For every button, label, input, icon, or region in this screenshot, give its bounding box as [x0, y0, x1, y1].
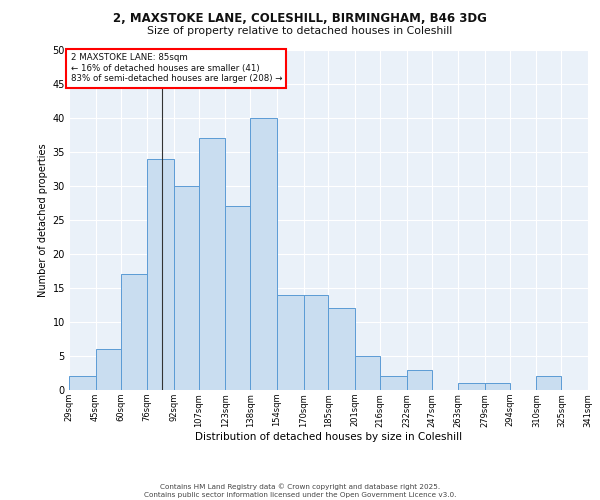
Text: Contains HM Land Registry data © Crown copyright and database right 2025.
Contai: Contains HM Land Registry data © Crown c… — [144, 484, 456, 498]
Bar — [199, 138, 226, 390]
Bar — [485, 383, 510, 390]
Bar — [380, 376, 407, 390]
Bar — [226, 206, 250, 390]
Bar — [588, 376, 600, 390]
Bar — [458, 383, 485, 390]
Bar — [147, 159, 174, 390]
Bar — [407, 370, 431, 390]
Bar — [355, 356, 380, 390]
Bar — [329, 308, 355, 390]
Bar — [121, 274, 147, 390]
Bar — [250, 118, 277, 390]
Bar — [174, 186, 199, 390]
Y-axis label: Number of detached properties: Number of detached properties — [38, 143, 48, 297]
Bar — [536, 376, 562, 390]
Bar — [95, 349, 121, 390]
Text: 2 MAXSTOKE LANE: 85sqm
← 16% of detached houses are smaller (41)
83% of semi-det: 2 MAXSTOKE LANE: 85sqm ← 16% of detached… — [71, 54, 282, 83]
Bar — [304, 295, 329, 390]
Text: 2, MAXSTOKE LANE, COLESHILL, BIRMINGHAM, B46 3DG: 2, MAXSTOKE LANE, COLESHILL, BIRMINGHAM,… — [113, 12, 487, 26]
Text: Size of property relative to detached houses in Coleshill: Size of property relative to detached ho… — [148, 26, 452, 36]
Bar — [277, 295, 304, 390]
X-axis label: Distribution of detached houses by size in Coleshill: Distribution of detached houses by size … — [195, 432, 462, 442]
Bar — [69, 376, 95, 390]
